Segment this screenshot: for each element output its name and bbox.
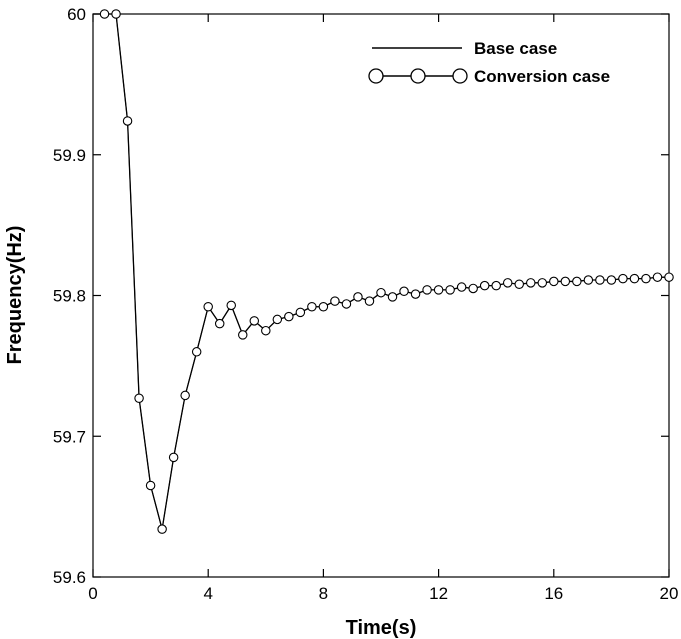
x-tick-label: 12 [429, 584, 448, 603]
legend: Base case Conversion case [368, 39, 610, 86]
conversion-case-point [341, 299, 352, 309]
conversion-case-point [122, 116, 133, 126]
x-tick-labels: 0 4 8 12 16 20 [88, 584, 678, 603]
legend-conversion-marker-2 [410, 68, 426, 84]
conversion-case-point [641, 273, 651, 284]
conversion-case-point [318, 302, 329, 312]
conversion-case-point [445, 285, 455, 295]
conversion-case-point [203, 302, 213, 312]
conversion-case-point [618, 273, 628, 284]
conversion-case-point [134, 393, 144, 403]
conversion-case-point [572, 276, 582, 287]
conversion-case-point [549, 276, 559, 287]
conversion-case-point [468, 283, 478, 294]
legend-base-case-label: Base case [474, 39, 557, 58]
conversion-case-point [261, 325, 271, 336]
x-tick-label: 20 [660, 584, 679, 603]
conversion-case-point [376, 287, 386, 298]
conversion-case-point [180, 390, 190, 401]
legend-conversion-marker-3 [452, 68, 468, 84]
conversion-case-point [353, 292, 363, 302]
conversion-case-point [399, 286, 409, 297]
legend-conversion-marker-1 [368, 68, 384, 84]
conversion-case-point [307, 302, 317, 312]
conversion-case-point [284, 311, 294, 322]
conversion-case-point [295, 307, 306, 318]
conversion-case-point [364, 296, 375, 306]
conversion-case-point [422, 285, 432, 295]
x-tick-label: 16 [544, 584, 563, 603]
conversion-case-point [502, 278, 513, 288]
y-tick-label: 59.8 [53, 287, 86, 306]
conversion-case-point [456, 282, 467, 292]
conversion-case-point [595, 275, 605, 285]
conversion-case-point [272, 314, 283, 325]
conversion-case-point [191, 347, 202, 357]
series-conversion-case-line [104, 13, 669, 530]
conversion-case-point [214, 318, 225, 329]
marker-layer [99, 9, 674, 534]
conversion-case-point [249, 316, 260, 326]
conversion-case-point [479, 280, 490, 291]
conversion-case-point [629, 273, 640, 284]
x-axis-title: Time(s) [346, 617, 417, 639]
conversion-case-point [145, 480, 156, 491]
conversion-case-point [537, 278, 548, 288]
conversion-case-point [433, 285, 444, 295]
conversion-case-point [664, 272, 674, 282]
y-tick-label: 59.7 [53, 427, 86, 446]
conversion-case-point [168, 452, 179, 463]
conversion-case-point [491, 280, 501, 291]
y-tick-label: 59.9 [53, 146, 86, 165]
conversion-case-point [330, 296, 340, 306]
y-tick-label: 59.6 [53, 568, 86, 587]
conversion-case-point [652, 272, 663, 282]
series-base-case-line [93, 13, 669, 530]
conversion-case-point [606, 275, 617, 285]
conversion-case-point [410, 289, 421, 299]
conversion-case-point [514, 279, 524, 289]
x-tick-label: 4 [203, 584, 212, 603]
conversion-case-point [583, 275, 594, 285]
series-layer [93, 13, 669, 530]
conversion-case-point [387, 292, 398, 302]
y-tick-labels: 59.6 59.7 59.8 59.9 60 [53, 5, 86, 587]
y-axis-title: Frequency(Hz) [4, 226, 26, 365]
conversion-case-point [238, 330, 248, 340]
conversion-case-point [111, 9, 121, 19]
x-tick-label: 8 [319, 584, 328, 603]
conversion-case-point [226, 300, 236, 311]
x-tick-label: 0 [88, 584, 97, 603]
y-tick-label: 60 [67, 5, 86, 24]
legend-conversion-case-label: Conversion case [474, 67, 610, 86]
conversion-case-point [157, 524, 167, 534]
conversion-case-point [560, 276, 571, 287]
conversion-case-point [99, 9, 110, 19]
conversion-case-point [526, 278, 536, 288]
